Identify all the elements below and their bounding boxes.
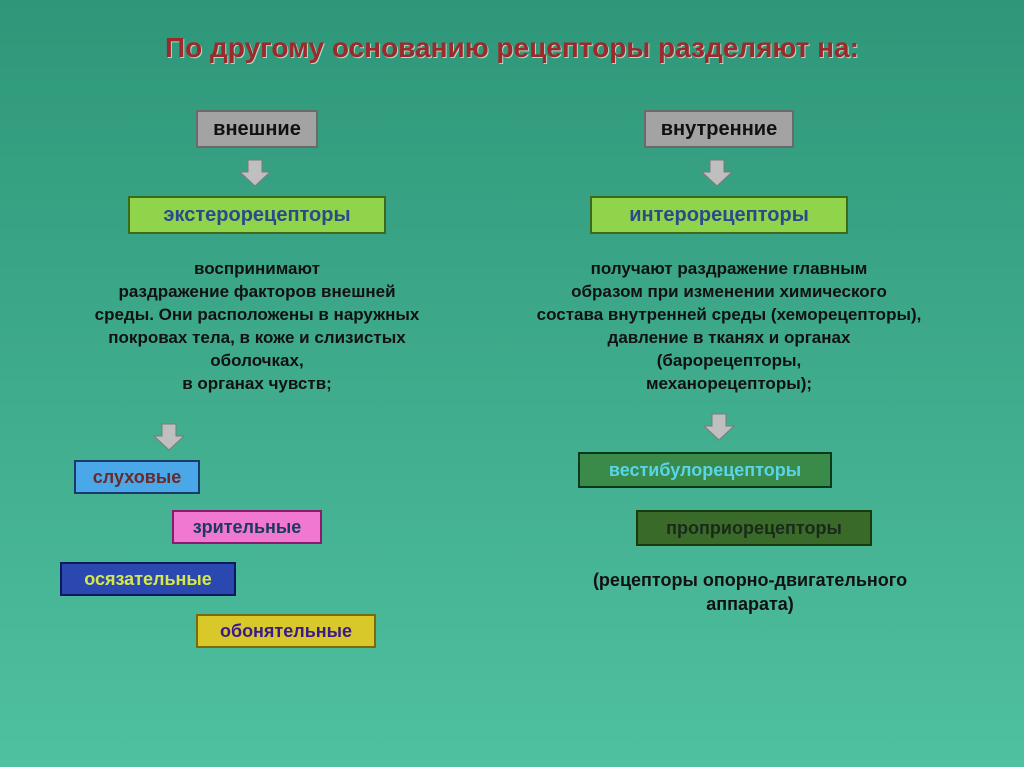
left-arrow-1 [238, 158, 272, 193]
left-arrow-2 [152, 422, 186, 457]
left-header-label: внешние [213, 118, 301, 141]
right-sub-label: интерорецепторы [629, 204, 809, 227]
left-item-0: слуховые [74, 460, 200, 494]
left-item-3-label: обонятельные [220, 621, 352, 642]
right-footer: (рецепторы опорно-двигательногоаппарата) [570, 568, 930, 617]
left-item-2: осязательные [60, 562, 236, 596]
left-item-0-label: слуховые [93, 467, 181, 488]
right-arrow-1 [700, 158, 734, 193]
right-item-0: вестибулорецепторы [578, 452, 832, 488]
right-header-box: внутренние [644, 110, 794, 148]
title-text: По другому основанию рецепторы разделяют… [165, 32, 859, 63]
left-description: воспринимаютраздражение факторов внешней… [62, 258, 452, 396]
right-sub-box: интерорецепторы [590, 196, 848, 234]
left-item-1-label: зрительные [193, 517, 302, 538]
left-sub-label: экстерорецепторы [163, 204, 350, 227]
right-item-1-label: проприорецепторы [666, 518, 842, 539]
left-item-3: обонятельные [196, 614, 376, 648]
left-header-box: внешние [196, 110, 318, 148]
right-description: получают раздражение главнымобразом при … [514, 258, 944, 396]
right-arrow-2 [702, 412, 736, 447]
right-header-label: внутренние [661, 118, 777, 141]
page-title: По другому основанию рецепторы разделяют… [0, 32, 1024, 64]
right-item-1: проприорецепторы [636, 510, 872, 546]
left-item-2-label: осязательные [84, 569, 212, 590]
left-sub-box: экстерорецепторы [128, 196, 386, 234]
right-item-0-label: вестибулорецепторы [609, 460, 801, 481]
left-item-1: зрительные [172, 510, 322, 544]
